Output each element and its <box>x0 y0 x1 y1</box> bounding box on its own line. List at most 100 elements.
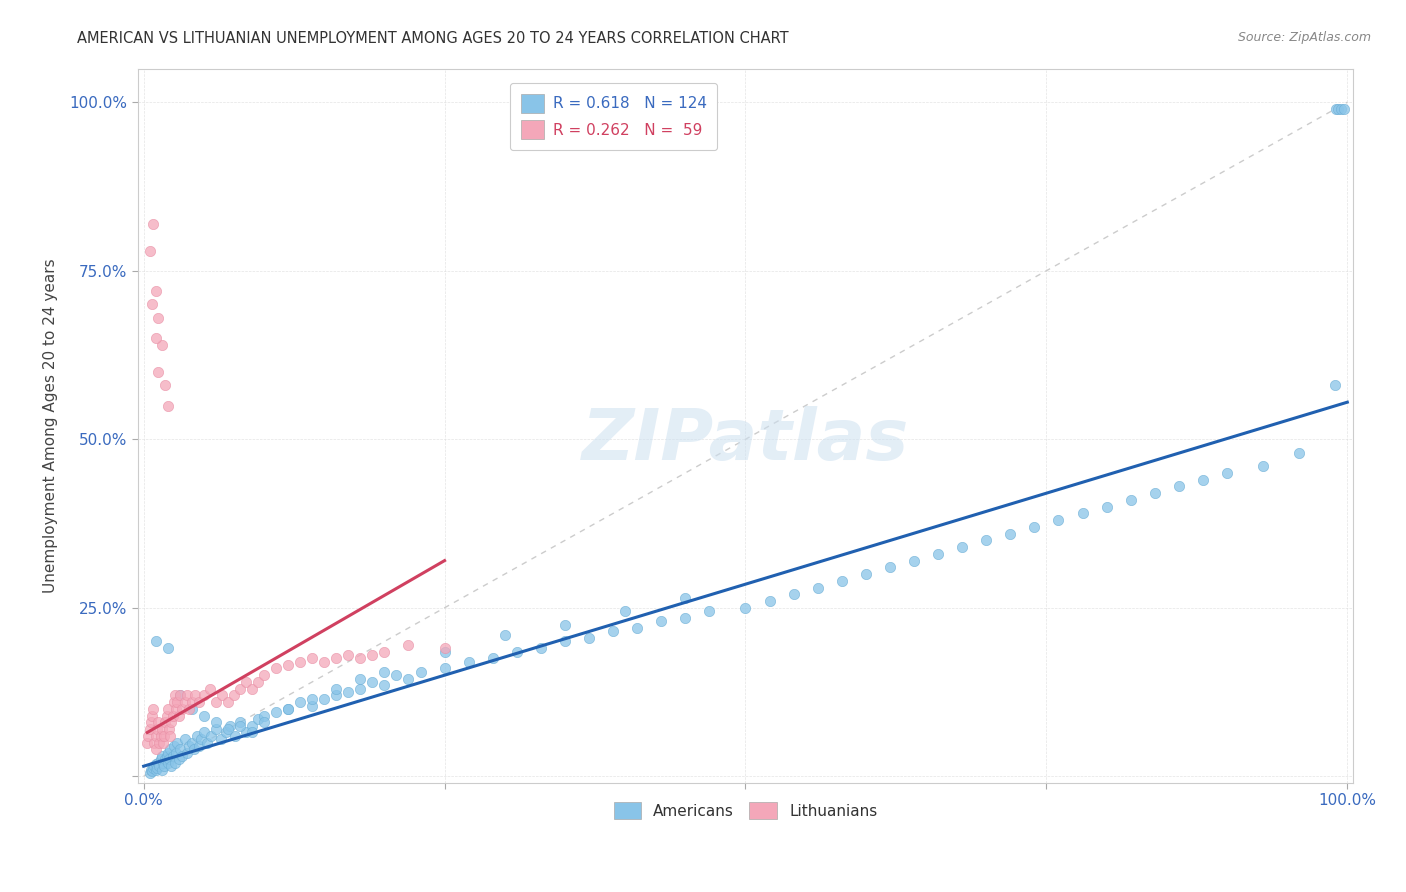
Point <box>141 764 163 778</box>
Point <box>145 331 167 345</box>
Point <box>173 695 195 709</box>
Point <box>200 729 222 743</box>
Point <box>337 685 360 699</box>
Point <box>193 725 215 739</box>
Point <box>253 708 276 723</box>
Point <box>277 702 299 716</box>
Point <box>1000 526 1022 541</box>
Point <box>758 594 780 608</box>
Point <box>152 756 174 770</box>
Point <box>150 749 173 764</box>
Point <box>142 702 165 716</box>
Point <box>530 641 553 656</box>
Point <box>240 719 263 733</box>
Point <box>156 756 179 770</box>
Text: Source: ZipAtlas.com: Source: ZipAtlas.com <box>1237 31 1371 45</box>
Point <box>222 689 245 703</box>
Point <box>398 638 420 652</box>
Point <box>153 759 176 773</box>
Point <box>148 759 170 773</box>
Point <box>229 715 252 730</box>
Point <box>153 729 176 743</box>
Point <box>217 695 239 709</box>
Point <box>165 746 187 760</box>
Point <box>1071 507 1094 521</box>
Point <box>205 695 228 709</box>
Point <box>217 722 239 736</box>
Point <box>494 628 516 642</box>
Legend: Americans, Lithuanians: Americans, Lithuanians <box>607 796 883 825</box>
Point <box>176 689 198 703</box>
Point <box>172 702 194 716</box>
Point <box>163 739 186 753</box>
Point <box>141 708 163 723</box>
Point <box>314 691 336 706</box>
Point <box>169 742 191 756</box>
Point <box>169 689 191 703</box>
Point <box>301 691 323 706</box>
Point <box>337 648 360 662</box>
Point <box>188 739 211 753</box>
Point <box>240 725 263 739</box>
Point <box>152 736 174 750</box>
Point <box>277 658 299 673</box>
Point <box>146 722 169 736</box>
Point <box>143 759 166 773</box>
Point <box>198 681 221 696</box>
Point <box>165 702 187 716</box>
Point <box>145 284 167 298</box>
Point <box>149 729 172 743</box>
Point <box>734 600 756 615</box>
Point <box>1326 102 1348 116</box>
Point <box>247 674 270 689</box>
Point <box>162 749 184 764</box>
Point <box>180 702 202 716</box>
Point <box>150 763 173 777</box>
Text: AMERICAN VS LITHUANIAN UNEMPLOYMENT AMONG AGES 20 TO 24 YEARS CORRELATION CHART: AMERICAN VS LITHUANIAN UNEMPLOYMENT AMON… <box>77 31 789 46</box>
Y-axis label: Unemployment Among Ages 20 to 24 years: Unemployment Among Ages 20 to 24 years <box>44 259 58 593</box>
Point <box>277 702 299 716</box>
Point <box>673 591 696 605</box>
Point <box>247 712 270 726</box>
Point <box>183 742 205 756</box>
Point <box>673 611 696 625</box>
Point <box>325 681 347 696</box>
Point <box>163 756 186 770</box>
Point <box>150 338 173 352</box>
Point <box>235 725 257 739</box>
Point <box>138 729 160 743</box>
Point <box>180 695 202 709</box>
Point <box>142 217 165 231</box>
Point <box>229 719 252 733</box>
Point <box>205 722 228 736</box>
Point <box>314 655 336 669</box>
Point <box>288 655 311 669</box>
Point <box>1167 479 1189 493</box>
Point <box>160 715 183 730</box>
Point <box>149 752 172 766</box>
Point <box>361 674 384 689</box>
Point <box>349 672 371 686</box>
Point <box>554 634 576 648</box>
Point <box>172 749 194 764</box>
Point <box>903 553 925 567</box>
Point <box>614 604 637 618</box>
Point <box>214 725 236 739</box>
Point <box>782 587 804 601</box>
Point <box>1333 102 1355 116</box>
Point <box>433 661 456 675</box>
Point <box>184 689 207 703</box>
Point <box>301 698 323 713</box>
Point <box>349 681 371 696</box>
Point <box>301 651 323 665</box>
Point <box>626 621 648 635</box>
Point <box>148 736 170 750</box>
Text: ZIPatlas: ZIPatlas <box>582 406 910 475</box>
Point <box>179 702 201 716</box>
Point <box>157 752 180 766</box>
Point <box>167 708 190 723</box>
Point <box>211 689 233 703</box>
Point <box>188 695 211 709</box>
Point <box>155 752 177 766</box>
Point <box>1024 520 1046 534</box>
